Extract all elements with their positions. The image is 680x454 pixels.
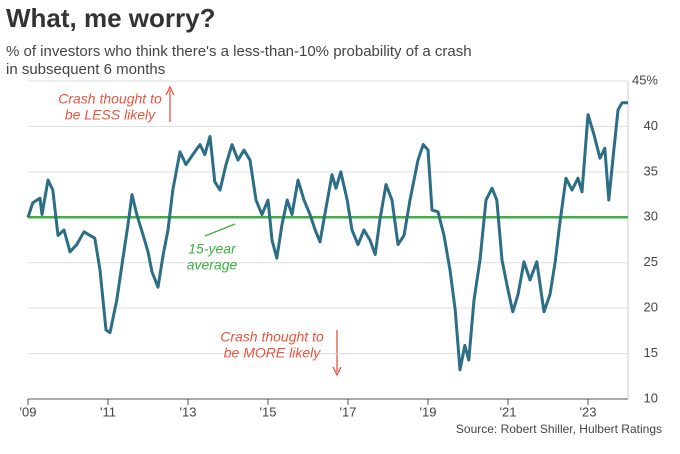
x-tick-label: '13	[180, 404, 197, 419]
y-tick-label: 45%	[632, 72, 658, 87]
annotation: 15-year	[188, 241, 237, 257]
annotation: be MORE likely	[224, 345, 321, 361]
annotation: Crash thought to	[58, 91, 162, 107]
annotation: be LESS likely	[65, 107, 156, 123]
line	[26, 101, 628, 372]
chart-title: What, me worry?	[6, 3, 215, 33]
source: Source: Robert Shiller, Hulbert Ratings	[456, 422, 662, 436]
y-tick-label: 15	[644, 345, 658, 360]
annotation: Crash thought to	[220, 329, 324, 345]
x-tick-label: '09	[20, 404, 37, 419]
x-tick-label: '21	[500, 404, 517, 419]
arrow-head	[332, 366, 342, 377]
y-tick-label: 40	[644, 118, 658, 133]
x-tick-label: '17	[340, 404, 357, 419]
arrow-head	[165, 85, 175, 96]
y-tick-label: 25	[644, 254, 658, 269]
y-tick-label: 30	[644, 209, 658, 224]
pointer	[204, 223, 236, 237]
annotation: average	[187, 257, 238, 273]
x-tick-label: '23	[580, 404, 597, 419]
y-tick-label: 20	[644, 300, 658, 315]
x-tick-label: '11	[100, 404, 116, 419]
annotations	[165, 85, 342, 377]
subtitle: % of investors who think there's a less-…	[6, 43, 472, 60]
y-tick-label: 10	[644, 390, 658, 405]
x-tick-label: '19	[420, 404, 437, 419]
x-tick-label: '15	[260, 404, 277, 419]
y-tick-label: 35	[644, 163, 658, 178]
subtitle: in subsequent 6 months	[6, 61, 165, 78]
